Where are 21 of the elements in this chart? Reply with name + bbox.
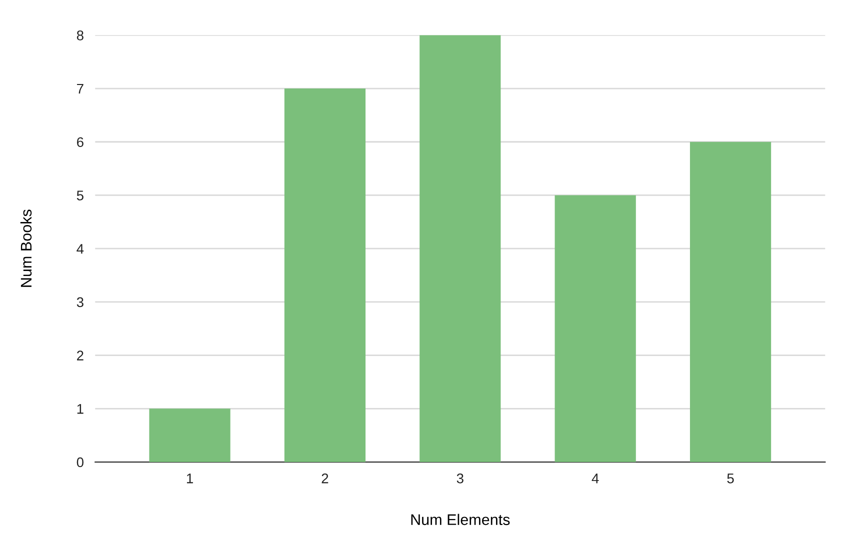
bar: [420, 35, 501, 462]
x-tick-label: 3: [456, 473, 464, 484]
y-tick-label: 7: [77, 84, 84, 94]
y-tick-label: 4: [76, 244, 84, 254]
bar: [284, 88, 366, 462]
y-tick-label: 5: [76, 190, 84, 200]
y-tick-label: 1: [77, 404, 84, 414]
y-tick-label: 8: [76, 30, 84, 40]
y-tick-label: 0: [76, 457, 84, 468]
x-axis-title: Num Elements: [411, 514, 510, 526]
bar: [690, 142, 772, 462]
y-axis-title: Num Books: [20, 210, 32, 287]
y-tick-label: 6: [77, 137, 84, 148]
bar: [149, 408, 230, 462]
x-tick-label: 5: [727, 474, 734, 484]
bar: [554, 195, 636, 462]
y-tick-label: 2: [77, 350, 84, 360]
y-tick-label: 3: [76, 297, 84, 308]
x-tick-label: 2: [322, 473, 328, 484]
x-tick-label: 1: [186, 474, 193, 484]
x-tick-label: 4: [592, 474, 599, 484]
